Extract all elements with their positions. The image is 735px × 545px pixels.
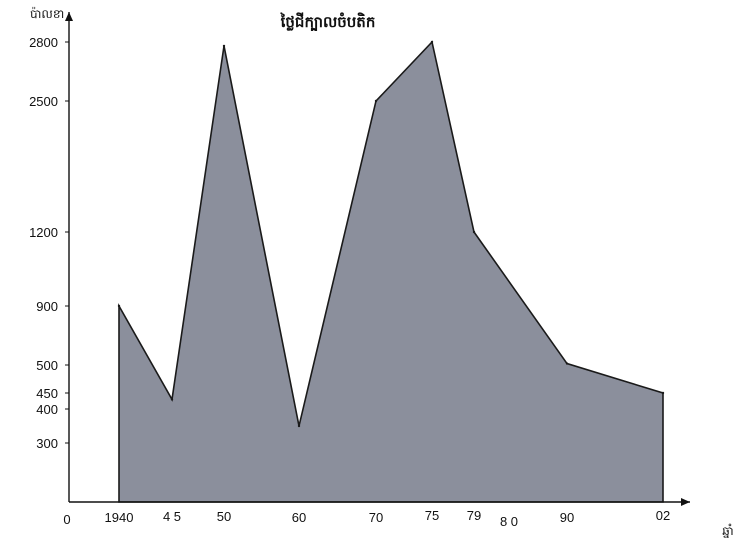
y-tick-label: 1200 — [29, 225, 58, 240]
x-tick-label: 60 — [292, 510, 306, 525]
y-axis-title: ប៉ាលខា — [30, 6, 64, 21]
data-point — [222, 44, 226, 48]
data-point — [661, 391, 665, 395]
x-tick-label: 8 0 — [500, 514, 518, 529]
x-tick-label: 1940 — [105, 510, 134, 525]
data-point — [565, 362, 569, 365]
data-point — [472, 230, 476, 234]
data-point — [297, 424, 301, 428]
y-tick-label: 900 — [36, 299, 58, 314]
y-tick-label: 450 — [36, 386, 58, 401]
x-tick-label: 02 — [656, 508, 670, 523]
data-point — [117, 304, 121, 308]
series-area — [118, 40, 664, 503]
y-tick-label: 500 — [36, 358, 58, 373]
x-axis-title: ឆ្នាំ — [722, 523, 733, 538]
data-point — [430, 40, 434, 44]
x-tick-label: 79 — [467, 508, 481, 523]
x-tick-label: 90 — [560, 510, 574, 525]
data-point — [374, 99, 378, 103]
data-point — [170, 398, 174, 401]
x-tick-label: 4 5 — [163, 509, 181, 524]
y-tick-label: 400 — [36, 402, 58, 417]
x-tick-label: 50 — [217, 509, 231, 524]
y-tick-label: 300 — [36, 436, 58, 451]
chart-title: ថ្លៃជីក្បាលចំបតិក — [280, 12, 376, 31]
x-tick-label: 75 — [425, 508, 439, 523]
y-axis-arrow — [65, 12, 73, 21]
y-tick-label: 2800 — [29, 35, 58, 50]
x-axis-arrow — [681, 498, 690, 506]
x-tick-label: 70 — [369, 510, 383, 525]
y-tick-label: 2500 — [29, 94, 58, 109]
origin-label: 0 — [63, 512, 70, 527]
